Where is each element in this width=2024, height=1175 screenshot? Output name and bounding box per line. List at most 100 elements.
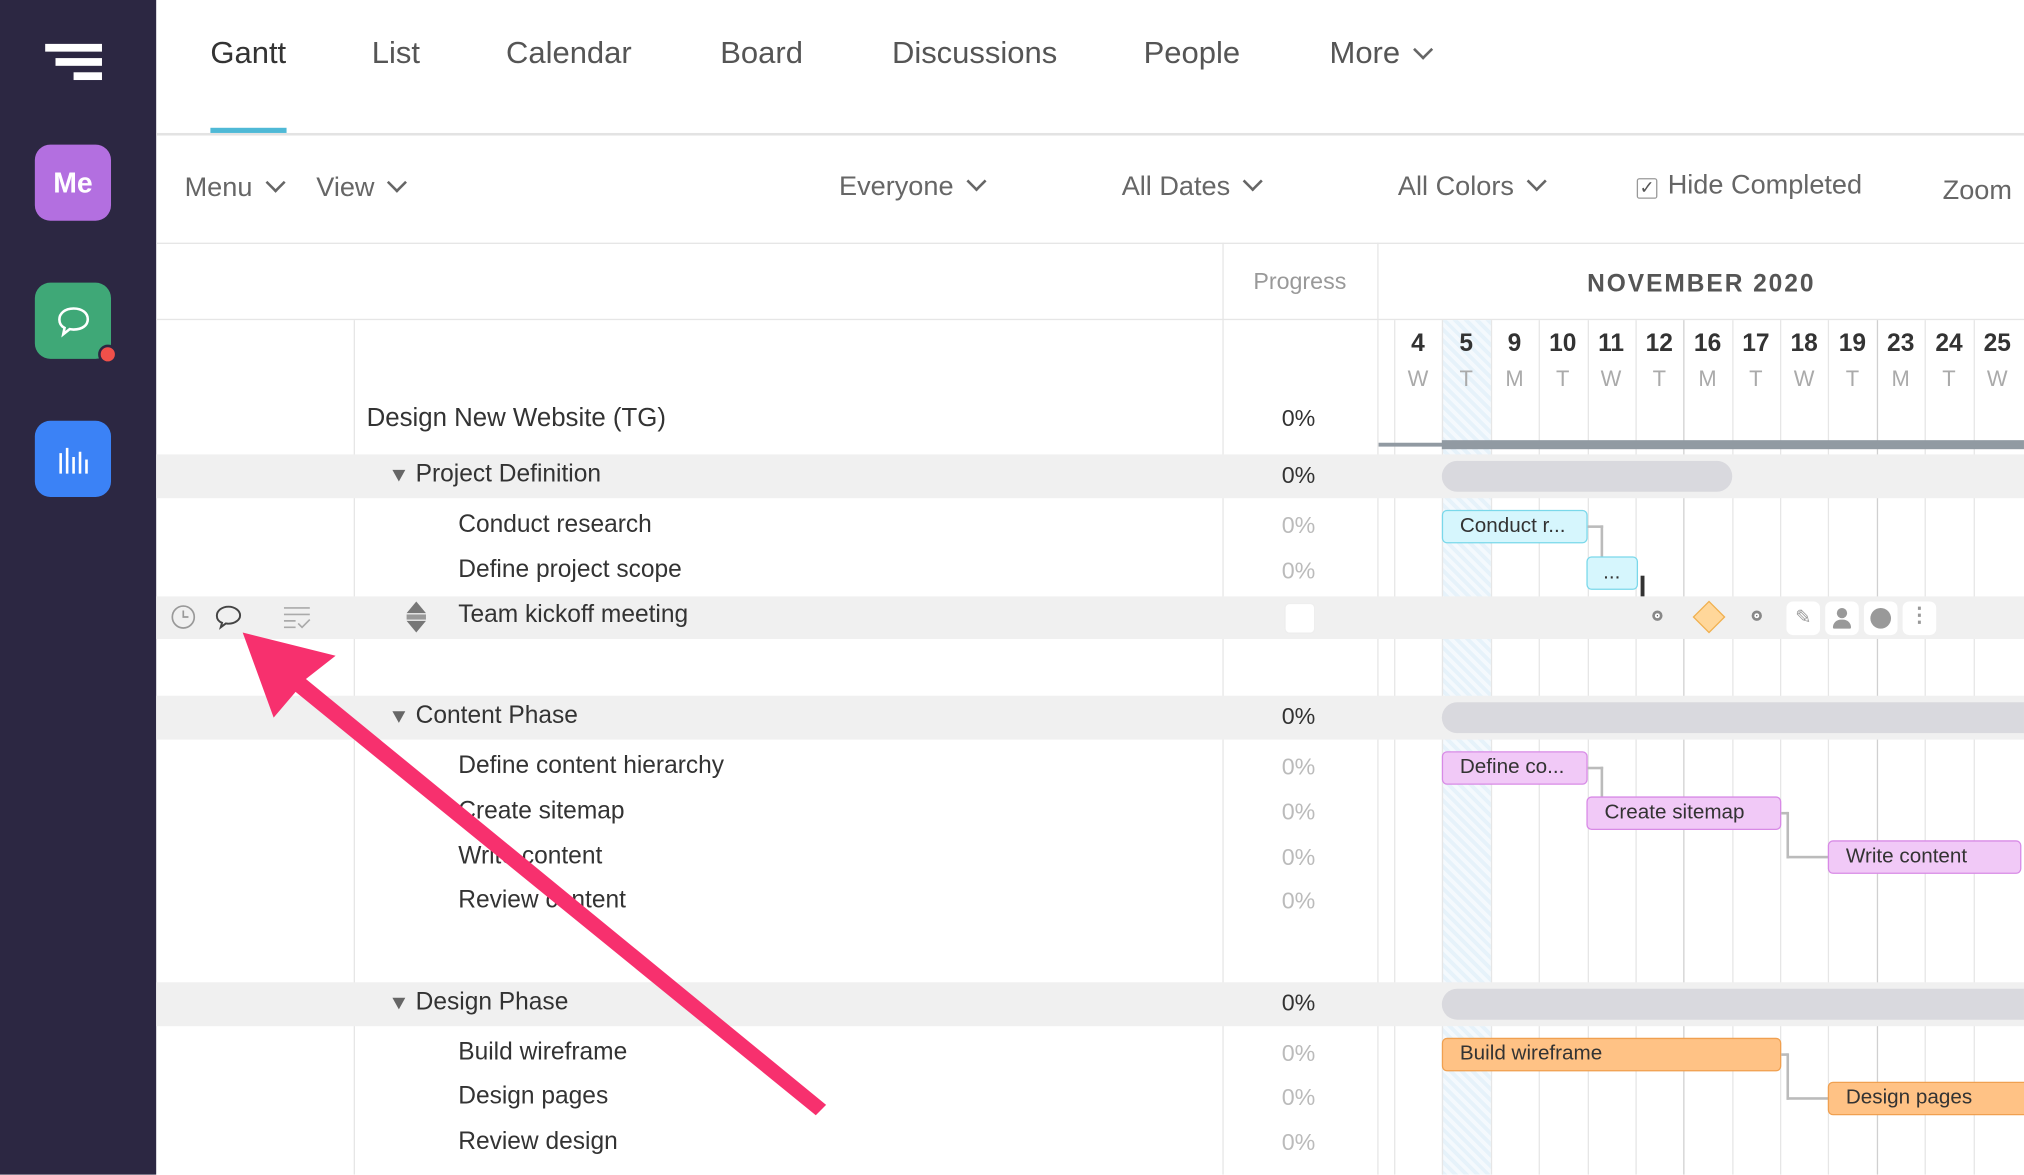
task-name[interactable]: Build wireframe <box>458 1039 628 1067</box>
tab-gantt[interactable]: Gantt <box>210 36 287 133</box>
task-name[interactable]: Conduct research <box>458 511 652 539</box>
hide-completed-toggle[interactable]: ✓ Hide Completed <box>1636 170 1862 201</box>
tab-people[interactable]: People <box>1143 36 1241 71</box>
day-number: 23 <box>1887 330 1915 358</box>
day-gridline <box>1924 320 1926 1175</box>
group-progress: 0% <box>1281 703 1316 730</box>
task-bar-define-scope[interactable]: ... <box>1586 556 1639 590</box>
day-number: 4 <box>1411 330 1425 358</box>
day-gridline <box>1827 320 1830 1175</box>
task-bar-write-content[interactable]: Write content <box>1827 840 2022 874</box>
day-number: 16 <box>1693 330 1722 358</box>
day-weekday: W <box>1793 366 1815 392</box>
day-gridline <box>1780 320 1782 1175</box>
progress-input[interactable] <box>1284 602 1316 634</box>
task-progress: 0% <box>1281 557 1316 584</box>
task-progress: 0% <box>1281 753 1316 780</box>
task-name[interactable]: Define project scope <box>458 556 682 584</box>
collapse-triangle-icon[interactable] <box>392 997 406 1010</box>
group-bar-project-definition[interactable] <box>1441 460 1733 492</box>
task-progress: 0% <box>1281 844 1316 870</box>
assign-person-icon[interactable] <box>1825 601 1859 636</box>
task-progress: 0% <box>1281 888 1316 914</box>
day-number: 5 <box>1459 330 1474 358</box>
dates-filter[interactable]: All Dates <box>1122 171 1263 203</box>
clock-outline-icon[interactable] <box>170 604 196 630</box>
task-bar-create-sitemap[interactable]: Create sitemap <box>1586 796 1782 830</box>
progress-header: Progress <box>1253 268 1347 295</box>
milestone-start-dot[interactable] <box>1652 610 1663 621</box>
milestone-end-dot[interactable] <box>1751 610 1762 621</box>
task-bar-define-content[interactable]: Define co... <box>1441 751 1588 785</box>
toolbar: Menu View Everyone All Dates All Colors … <box>156 134 2024 244</box>
group-progress: 0% <box>1281 990 1316 1016</box>
everyone-filter[interactable]: Everyone <box>839 171 987 203</box>
reorder-handle-icon[interactable] <box>405 601 427 633</box>
day-number: 12 <box>1645 330 1673 358</box>
reports-button[interactable] <box>34 420 112 497</box>
task-name[interactable]: Define content hierarchy <box>458 752 725 780</box>
month-header: NOVEMBER 2020 <box>1587 271 1816 299</box>
colors-filter[interactable]: All Colors <box>1398 171 1547 203</box>
tab-list[interactable]: List <box>371 36 420 71</box>
view-dropdown[interactable]: View <box>316 172 408 204</box>
menu-logo-icon[interactable] <box>45 43 102 83</box>
day-header: 17 T <box>1732 330 1780 392</box>
day-weekday: M <box>1891 366 1910 392</box>
task-name[interactable]: Design pages <box>458 1082 609 1111</box>
group-row[interactable]: Project Definition <box>392 461 601 489</box>
task-bar-conduct-research[interactable]: Conduct r... <box>1441 509 1588 544</box>
day-header: 24 T <box>1925 330 1973 392</box>
menu-dropdown[interactable]: Menu <box>185 172 286 204</box>
day-weekday: T <box>1556 366 1570 392</box>
edit-pencil-icon[interactable]: ✎ <box>1786 601 1821 636</box>
checklist-icon[interactable] <box>283 604 311 630</box>
collapse-triangle-icon[interactable] <box>392 711 406 723</box>
day-weekday: W <box>1407 366 1429 392</box>
day-gridline <box>1683 320 1685 1175</box>
task-bar-build-wireframe[interactable]: Build wireframe <box>1441 1037 1782 1072</box>
task-progress: 0% <box>1281 1084 1316 1111</box>
chat-button[interactable] <box>34 282 118 365</box>
task-name[interactable]: Review design <box>458 1128 618 1156</box>
drag-handle[interactable] <box>1640 575 1645 597</box>
me-button[interactable]: Me <box>34 144 112 221</box>
project-summary-bar[interactable] <box>1441 440 2024 450</box>
tab-board[interactable]: Board <box>720 36 803 71</box>
project-name[interactable]: Design New Website (TG) <box>366 404 666 433</box>
day-weekday: M <box>1698 366 1717 392</box>
task-name[interactable]: Team kickoff meeting <box>458 601 689 629</box>
day-gridline <box>1587 320 1589 1175</box>
task-progress: 0% <box>1281 799 1316 825</box>
tab-more[interactable]: More <box>1330 36 1433 72</box>
sidebar: Me <box>0 0 157 1175</box>
task-bar-design-pages[interactable]: Design pages <box>1827 1081 2024 1116</box>
clock-icon[interactable] <box>1863 601 1898 636</box>
day-number: 11 <box>1598 330 1625 358</box>
comment-icon[interactable] <box>214 603 242 631</box>
day-number: 24 <box>1935 330 1963 358</box>
zoom-dropdown[interactable]: Zoom <box>1942 175 2012 206</box>
day-number: 18 <box>1790 330 1818 358</box>
day-gridline <box>1538 320 1540 1175</box>
task-name[interactable]: Create sitemap <box>458 797 625 825</box>
day-gridline <box>1441 320 1444 1175</box>
tab-calendar[interactable]: Calendar <box>505 36 632 71</box>
group-progress: 0% <box>1281 462 1316 488</box>
group-row[interactable]: Design Phase <box>392 989 568 1017</box>
more-options-icon[interactable]: ⋮ <box>1902 601 1937 636</box>
group-bar-design-phase[interactable] <box>1441 988 2024 1020</box>
collapse-triangle-icon[interactable] <box>392 469 406 482</box>
tab-discussions[interactable]: Discussions <box>891 36 1058 71</box>
day-header: 25 W <box>1973 330 2021 392</box>
day-weekday: T <box>1845 366 1860 392</box>
task-progress: 0% <box>1281 1040 1316 1067</box>
day-weekday: T <box>1942 366 1956 392</box>
group-row[interactable]: Content Phase <box>392 702 578 730</box>
day-header: 12 T <box>1635 330 1683 392</box>
day-number: 25 <box>1983 330 2011 358</box>
group-bar-content-phase[interactable] <box>1441 702 2024 734</box>
